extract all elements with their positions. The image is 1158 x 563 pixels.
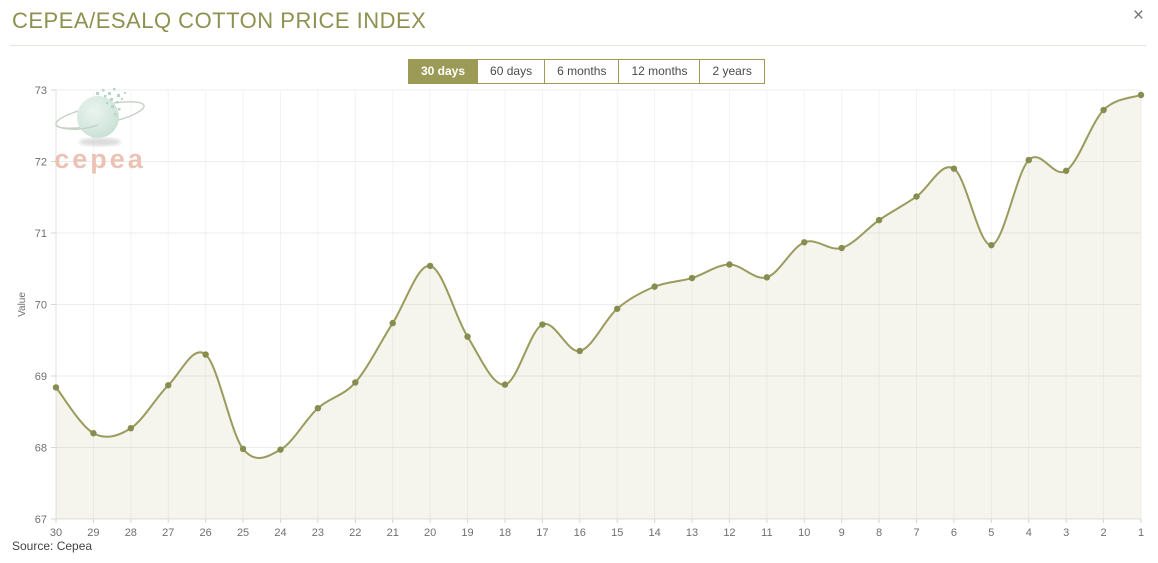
svg-text:13: 13 <box>686 527 698 539</box>
svg-text:73: 73 <box>35 85 47 97</box>
source-note: Source: Cepea <box>12 539 93 553</box>
svg-text:10: 10 <box>798 527 810 539</box>
svg-text:14: 14 <box>648 527 660 539</box>
svg-text:8: 8 <box>876 527 882 539</box>
svg-text:72: 72 <box>35 157 47 169</box>
svg-text:69: 69 <box>35 371 47 383</box>
svg-text:3: 3 <box>1063 527 1069 539</box>
range-button-60-days[interactable]: 60 days <box>477 59 546 85</box>
svg-text:18: 18 <box>499 527 511 539</box>
svg-text:29: 29 <box>87 527 99 539</box>
range-button-2-years[interactable]: 2 years <box>699 59 765 85</box>
range-button-12-months[interactable]: 12 months <box>618 59 701 85</box>
svg-text:71: 71 <box>35 228 47 240</box>
range-button-6-months[interactable]: 6 months <box>544 59 620 85</box>
svg-text:28: 28 <box>125 527 137 539</box>
svg-text:11: 11 <box>761 527 772 539</box>
svg-text:23: 23 <box>312 527 324 539</box>
svg-text:25: 25 <box>237 527 249 539</box>
svg-text:1: 1 <box>1138 527 1144 539</box>
svg-text:26: 26 <box>200 527 212 539</box>
svg-text:30: 30 <box>50 527 62 539</box>
svg-text:67: 67 <box>35 514 47 526</box>
range-button-30-days[interactable]: 30 days <box>408 59 479 85</box>
page-title: CEPEA/ESALQ COTTON PRICE INDEX <box>12 8 427 33</box>
svg-text:20: 20 <box>424 527 436 539</box>
svg-text:7: 7 <box>913 527 919 539</box>
header-divider <box>10 45 1146 46</box>
svg-text:9: 9 <box>839 527 845 539</box>
svg-text:2: 2 <box>1101 527 1107 539</box>
svg-text:22: 22 <box>349 527 361 539</box>
svg-text:12: 12 <box>723 527 735 539</box>
close-icon[interactable]: × <box>1132 5 1144 26</box>
svg-text:16: 16 <box>574 527 586 539</box>
svg-text:21: 21 <box>387 527 399 539</box>
svg-text:19: 19 <box>461 527 473 539</box>
svg-text:15: 15 <box>611 527 623 539</box>
svg-text:27: 27 <box>162 527 174 539</box>
svg-text:70: 70 <box>35 300 47 312</box>
svg-text:6: 6 <box>951 527 957 539</box>
range-selector: 30 days 60 days 6 months 12 months 2 yea… <box>408 59 765 85</box>
svg-text:5: 5 <box>988 527 994 539</box>
svg-text:24: 24 <box>274 527 286 539</box>
svg-text:4: 4 <box>1026 527 1032 539</box>
svg-text:Value: Value <box>17 292 28 317</box>
svg-text:68: 68 <box>35 443 47 455</box>
svg-text:17: 17 <box>536 527 548 539</box>
